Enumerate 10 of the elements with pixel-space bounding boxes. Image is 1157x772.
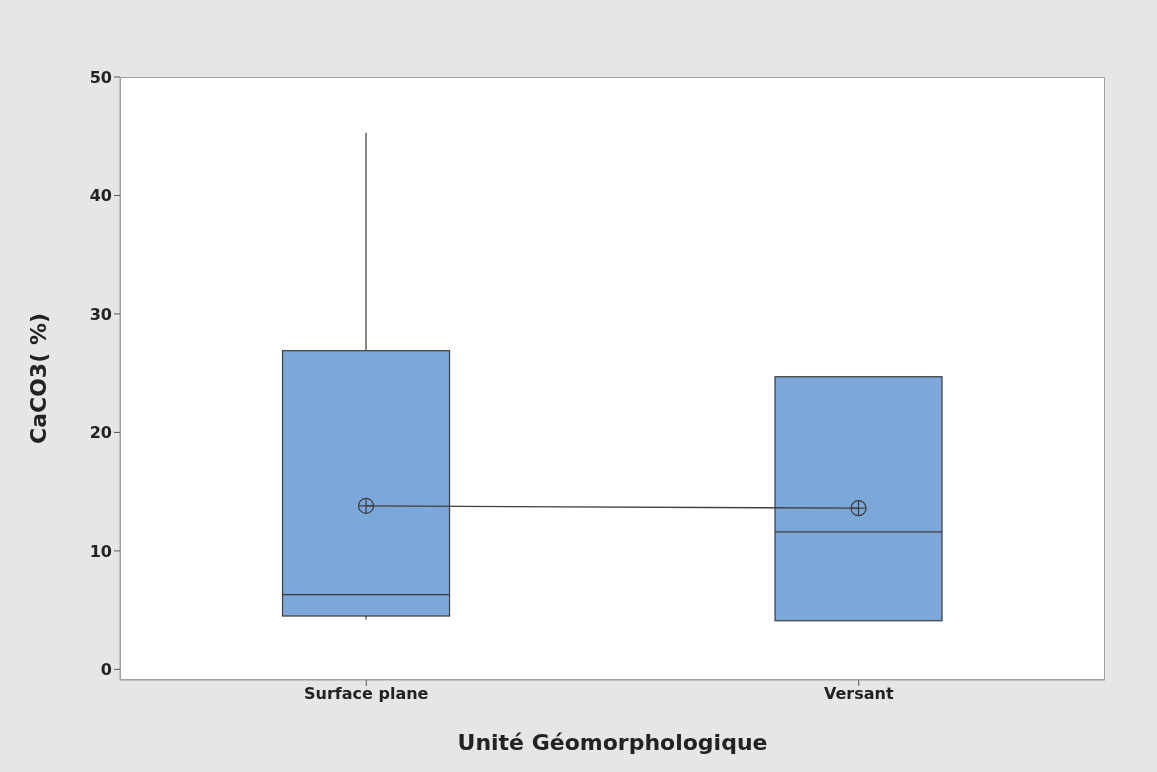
y-tick-label: 0 bbox=[100, 660, 112, 680]
y-tick-label: 10 bbox=[89, 541, 112, 561]
y-axis-title: CaCO3( %) bbox=[25, 313, 51, 444]
x-axis-title: Unité Géomorphologique bbox=[457, 730, 768, 755]
y-tick-label: 40 bbox=[89, 186, 112, 206]
y-tick-label: 30 bbox=[89, 304, 112, 324]
x-tick-label: Surface plane bbox=[304, 684, 429, 704]
x-tick-label: Versant bbox=[823, 684, 894, 704]
y-tick-label: 50 bbox=[89, 67, 112, 87]
y-tick-label: 20 bbox=[89, 423, 112, 443]
